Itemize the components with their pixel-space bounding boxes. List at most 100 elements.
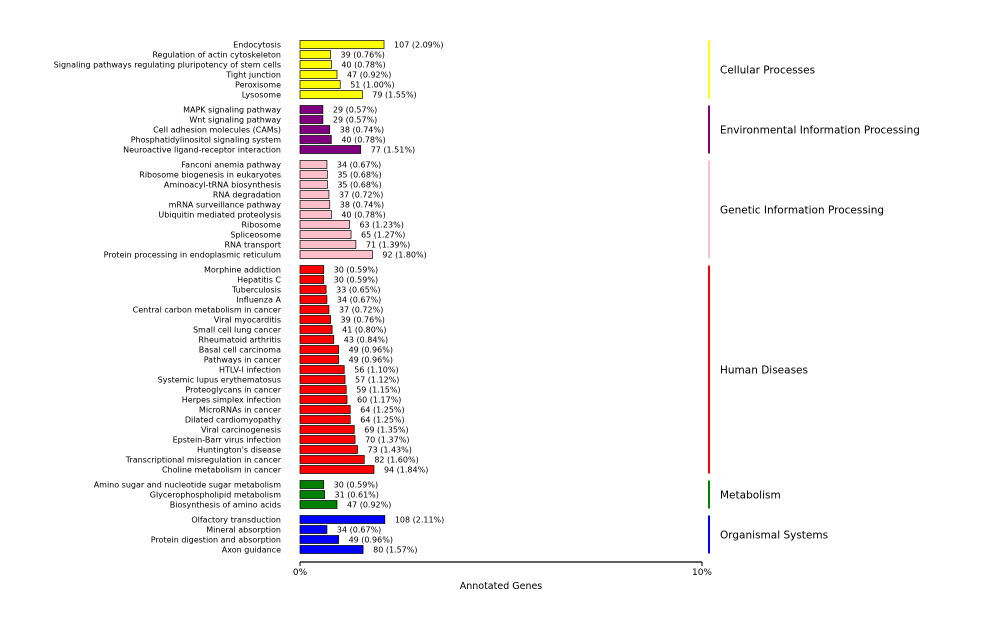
bar xyxy=(299,365,345,374)
bar xyxy=(299,135,332,144)
category-label: Fanconi anemia pathway xyxy=(181,160,281,169)
bar xyxy=(299,80,341,89)
value-label: 71 (1.39%) xyxy=(366,240,410,249)
bar xyxy=(299,275,325,284)
value-label: 30 (0.59%) xyxy=(334,265,378,274)
value-label: 38 (0.74%) xyxy=(340,200,384,209)
bar xyxy=(299,230,352,239)
value-label: 51 (1.00%) xyxy=(350,80,394,89)
bar xyxy=(299,355,339,364)
value-label: 41 (0.80%) xyxy=(342,325,386,334)
category-label: Small cell lung cancer xyxy=(193,325,282,334)
bar xyxy=(299,435,356,444)
category-label: Cell adhesion molecules (CAMs) xyxy=(153,125,281,134)
value-label: 39 (0.76%) xyxy=(341,315,385,324)
category-label: Amino sugar and nucleotide sugar metabol… xyxy=(94,480,282,489)
value-label: 59 (1.15%) xyxy=(356,385,400,394)
category-label: Mineral absorption xyxy=(206,525,281,534)
group-label: Cellular Processes xyxy=(720,65,815,77)
bar xyxy=(299,515,386,524)
bar xyxy=(299,265,325,274)
group-label: Metabolism xyxy=(720,490,781,502)
value-label: 92 (1.80%) xyxy=(382,250,426,259)
bar xyxy=(299,90,363,99)
bar xyxy=(299,480,325,489)
category-label: Axon guidance xyxy=(222,545,281,554)
value-label: 31 (0.61%) xyxy=(335,490,379,499)
bar xyxy=(299,445,358,454)
category-label: Signaling pathways regulating pluripoten… xyxy=(54,60,281,69)
category-label: HTLV-I infection xyxy=(219,365,281,374)
bar xyxy=(299,285,327,294)
bar xyxy=(299,405,351,414)
category-label: RNA transport xyxy=(224,240,281,249)
bar xyxy=(299,220,350,229)
category-label: Protein processing in endoplasmic reticu… xyxy=(104,250,282,259)
category-label: Ribosome biogenesis in eukaryotes xyxy=(139,170,281,179)
category-label: Olfactory transduction xyxy=(191,515,281,524)
value-label: 60 (1.17%) xyxy=(357,395,401,404)
category-label: Tight junction xyxy=(225,70,281,79)
bar xyxy=(299,395,348,404)
bar xyxy=(299,60,332,69)
bar xyxy=(299,305,330,314)
value-label: 57 (1.12%) xyxy=(355,375,399,384)
bar xyxy=(299,545,364,554)
value-label: 29 (0.57%) xyxy=(333,115,377,124)
category-label: Systemic lupus erythematosus xyxy=(158,375,281,384)
value-label: 39 (0.76%) xyxy=(341,50,385,59)
category-label: Lysosome xyxy=(242,90,281,99)
bar xyxy=(299,115,324,124)
bar xyxy=(299,145,362,154)
value-label: 65 (1.27%) xyxy=(361,230,405,239)
value-label: 40 (0.78%) xyxy=(341,210,385,219)
category-label: Aminoacyl-tRNA biosynthesis xyxy=(164,180,281,189)
category-label: Viral carcinogenesis xyxy=(201,425,281,434)
category-label: Proteoglycans in cancer xyxy=(185,385,281,394)
value-label: 49 (0.96%) xyxy=(349,535,393,544)
category-label: Ribosome xyxy=(241,220,281,229)
bar xyxy=(299,125,331,134)
bar xyxy=(299,200,331,209)
bar xyxy=(299,180,328,189)
category-label: Peroxisome xyxy=(235,80,281,89)
groups-layer: Cellular Processes Environmental Informat… xyxy=(708,40,920,554)
bar xyxy=(299,170,328,179)
category-label: MAPK signaling pathway xyxy=(183,105,281,114)
value-label: 80 (1.57%) xyxy=(373,545,417,554)
category-label: Spliceosome xyxy=(230,230,281,239)
value-label: 82 (1.60%) xyxy=(374,455,418,464)
value-label: 69 (1.35%) xyxy=(364,425,408,434)
group-label: Environmental Information Processing xyxy=(720,125,920,137)
category-label: Phosphatidylinositol signaling system xyxy=(131,135,281,144)
category-label: Central carbon metabolism in cancer xyxy=(133,305,282,314)
x-tick-label-10: 10% xyxy=(692,568,712,578)
category-label: Hepatitis C xyxy=(237,275,281,284)
value-label: 40 (0.78%) xyxy=(341,135,385,144)
bars-layer: Endocytosis 107 (2.09%) Regulation of acti… xyxy=(54,40,444,554)
bar xyxy=(299,105,324,114)
bar xyxy=(299,415,351,424)
category-label: Epstein-Barr virus infection xyxy=(173,435,281,444)
value-label: 56 (1.10%) xyxy=(354,365,398,374)
value-label: 30 (0.59%) xyxy=(334,275,378,284)
category-label: Pathways in cancer xyxy=(204,355,282,364)
value-label: 43 (0.84%) xyxy=(344,335,388,344)
value-label: 70 (1.37%) xyxy=(365,435,409,444)
value-label: 47 (0.92%) xyxy=(347,70,391,79)
value-label: 35 (0.68%) xyxy=(337,180,381,189)
value-label: 73 (1.43%) xyxy=(367,445,411,454)
x-axis-title: Annotated Genes xyxy=(460,581,543,592)
bar xyxy=(299,210,332,219)
value-label: 34 (0.67%) xyxy=(337,160,381,169)
value-label: 34 (0.67%) xyxy=(337,295,381,304)
bar xyxy=(299,315,331,324)
bar xyxy=(299,190,330,199)
bar xyxy=(299,70,338,79)
value-label: 33 (0.65%) xyxy=(336,285,380,294)
category-label: Viral myocarditis xyxy=(214,315,281,324)
category-label: Glycerophospholipid metabolism xyxy=(150,490,281,499)
value-label: 47 (0.92%) xyxy=(347,500,391,509)
bar xyxy=(299,500,338,509)
value-label: 63 (1.23%) xyxy=(359,220,403,229)
